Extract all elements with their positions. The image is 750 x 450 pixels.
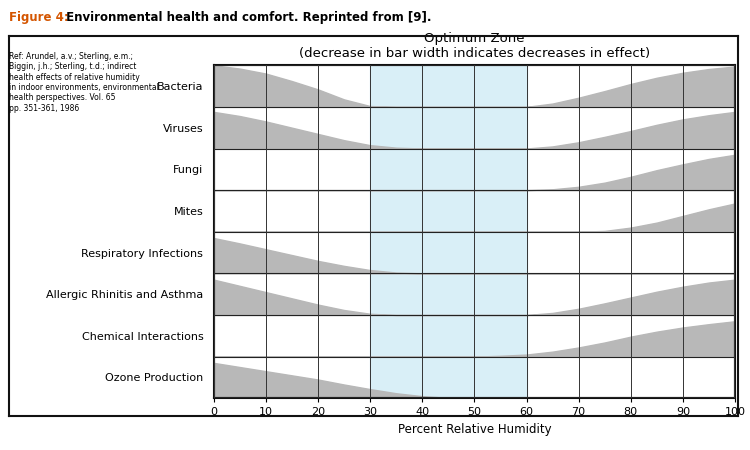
Bar xyxy=(370,65,526,398)
Text: Environmental health and comfort. Reprinted from [9].: Environmental health and comfort. Reprin… xyxy=(62,11,431,24)
Title: Optimum Zone
(decrease in bar width indicates decreases in effect): Optimum Zone (decrease in bar width indi… xyxy=(298,32,650,60)
Text: Figure 4:: Figure 4: xyxy=(9,11,69,24)
Text: Ref: Arundel, a.v.; Sterling, e.m.;
Biggin, j.h.; Sterling, t.d.; indirect
healt: Ref: Arundel, a.v.; Sterling, e.m.; Bigg… xyxy=(9,52,159,113)
X-axis label: Percent Relative Humidity: Percent Relative Humidity xyxy=(398,423,551,436)
